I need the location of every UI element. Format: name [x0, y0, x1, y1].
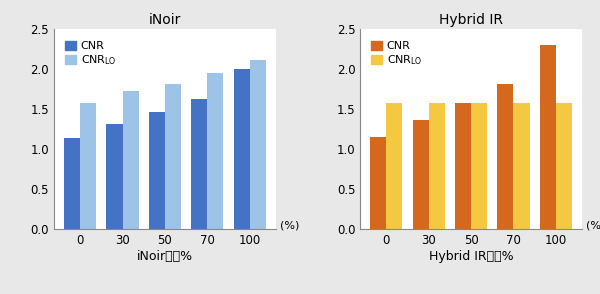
Bar: [514, 103, 530, 229]
Bar: [455, 103, 471, 229]
Bar: [165, 84, 181, 229]
Legend: CNR, CNR$_{\mathrm{LO}}$: CNR, CNR$_{\mathrm{LO}}$: [366, 35, 428, 73]
Bar: [149, 112, 165, 229]
Bar: [386, 103, 403, 229]
Bar: [250, 60, 266, 229]
Text: (%): (%): [586, 221, 600, 231]
Bar: [497, 84, 514, 229]
Title: iNoir: iNoir: [149, 13, 181, 27]
X-axis label: Hybrid IR設定%: Hybrid IR設定%: [429, 250, 514, 263]
Text: (%): (%): [280, 221, 299, 231]
Bar: [556, 103, 572, 229]
Bar: [80, 103, 96, 229]
Bar: [233, 69, 250, 229]
Bar: [413, 120, 429, 229]
Bar: [370, 137, 386, 229]
Bar: [64, 138, 80, 229]
Title: Hybrid IR: Hybrid IR: [439, 13, 503, 27]
Bar: [106, 124, 122, 229]
Bar: [540, 45, 556, 229]
Bar: [471, 103, 487, 229]
Bar: [122, 91, 139, 229]
Bar: [191, 99, 207, 229]
Bar: [207, 74, 223, 229]
Legend: CNR, CNR$_{\mathrm{LO}}$: CNR, CNR$_{\mathrm{LO}}$: [59, 35, 122, 73]
Bar: [429, 103, 445, 229]
X-axis label: iNoir設定%: iNoir設定%: [137, 250, 193, 263]
